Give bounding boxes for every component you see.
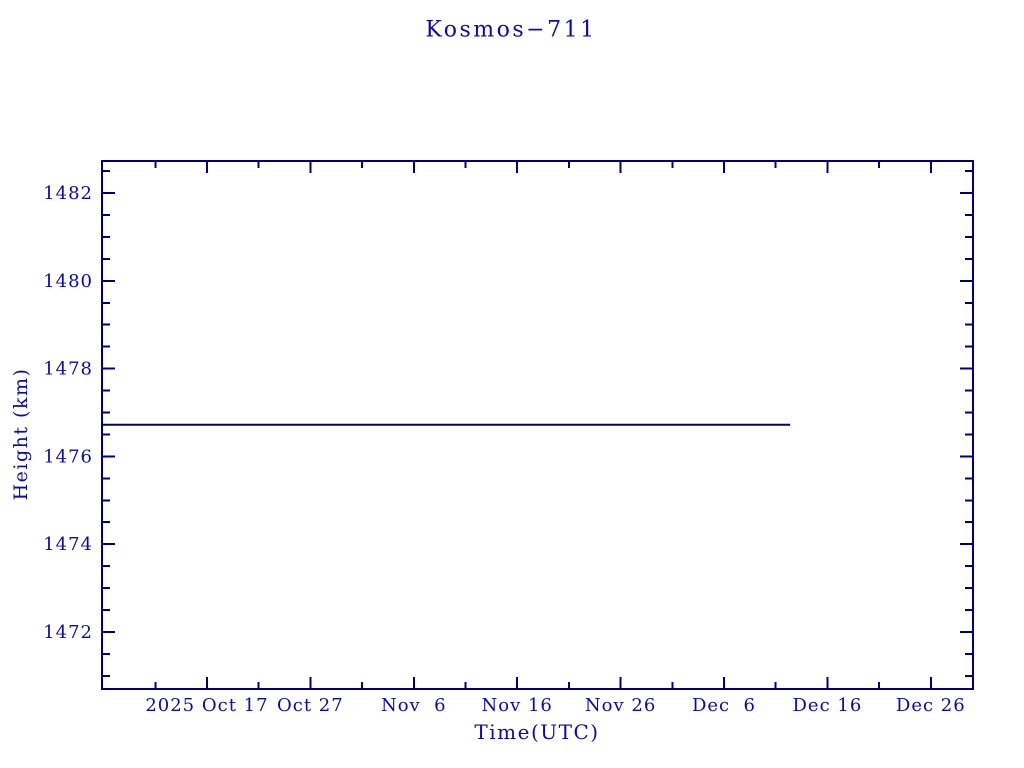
y-tick-label: 1480 [43, 271, 93, 292]
x-tick-label: Nov 16 [481, 695, 552, 716]
y-tick-label: 1476 [43, 446, 93, 467]
x-tick-label: Dec 26 [896, 695, 966, 716]
x-tick-label: Oct 27 [277, 695, 344, 716]
x-tick-label: Nov 6 [381, 695, 447, 716]
x-tick-label: Dec 16 [793, 695, 863, 716]
x-tick-label: Dec 6 [692, 695, 756, 716]
x-tick-label: Nov 26 [585, 695, 656, 716]
x-axis-title: Time(UTC) [474, 720, 600, 744]
y-tick-label: 1472 [43, 622, 93, 643]
x-tick-label: 2025 Oct 17 [145, 695, 268, 716]
y-tick-label: 1478 [43, 359, 93, 380]
y-tick-label: 1474 [43, 534, 93, 555]
y-tick-label: 1482 [43, 183, 93, 204]
y-axis-title: Height (km) [10, 367, 32, 501]
chart-title: Kosmos−711 [425, 17, 597, 43]
